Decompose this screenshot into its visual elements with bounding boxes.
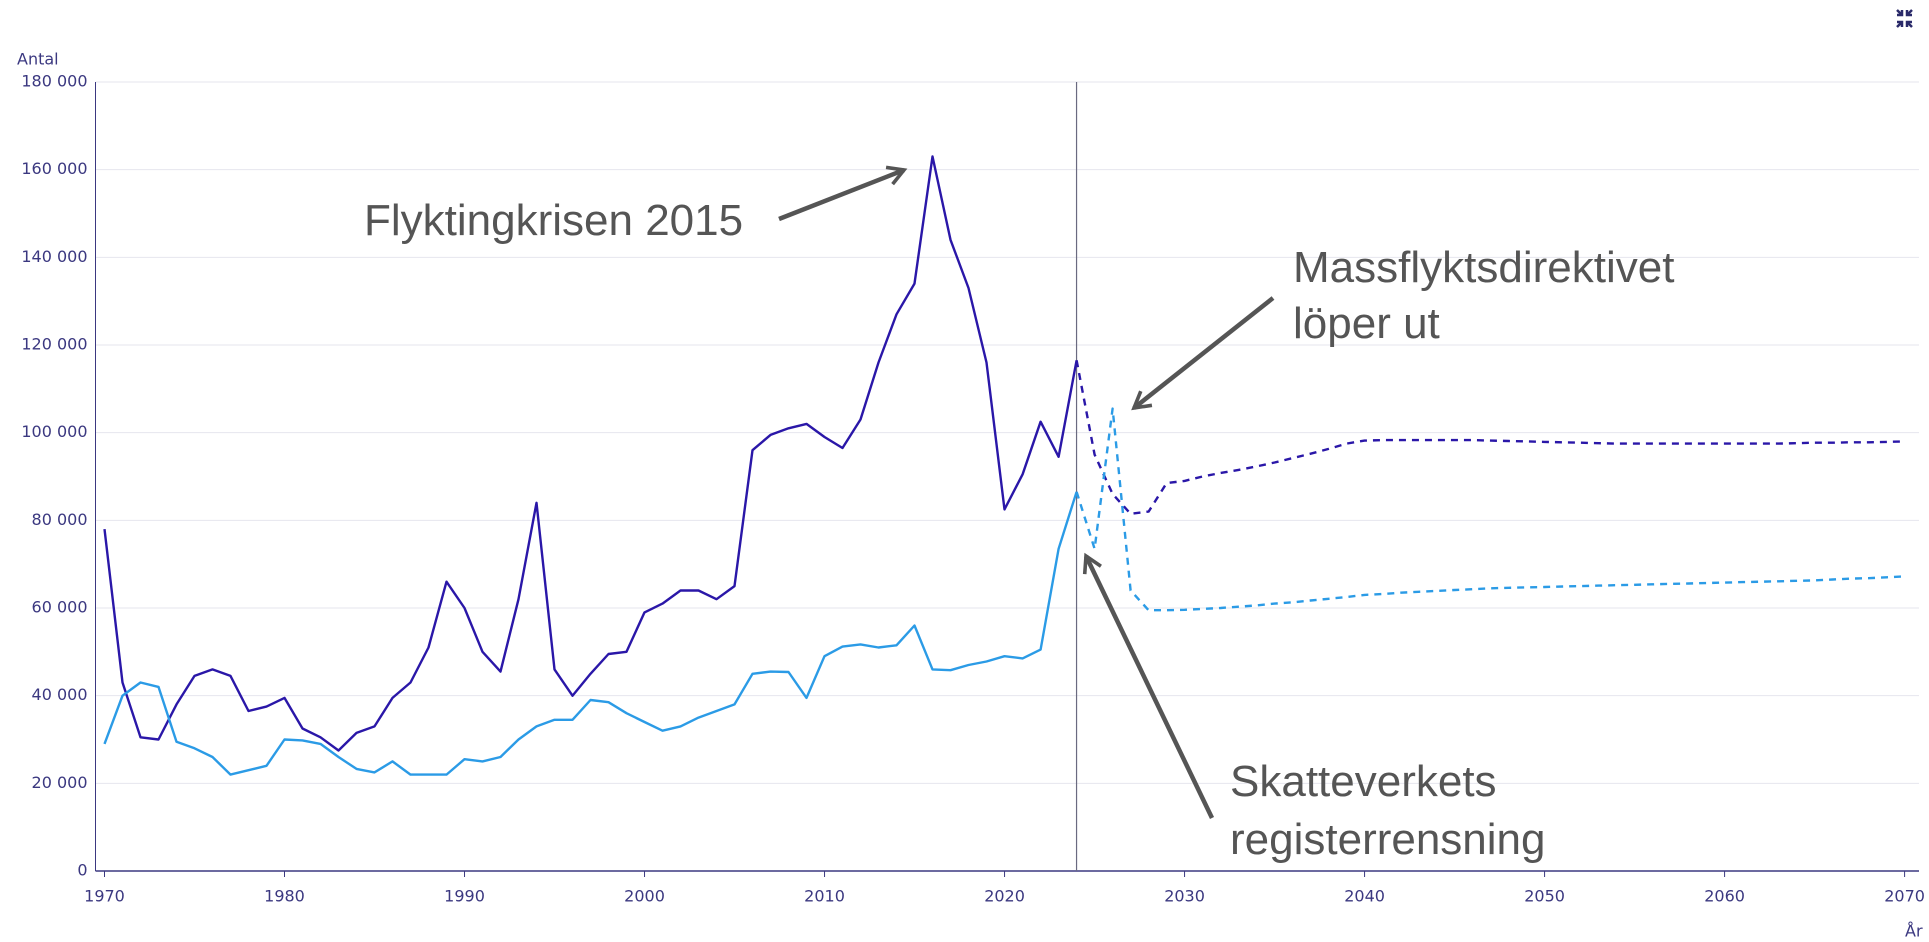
y-tick-label: 40 000	[32, 685, 88, 704]
series-line	[103, 491, 1078, 776]
y-tick-label: 80 000	[32, 510, 88, 529]
x-tick-label: 2070	[1884, 887, 1925, 906]
annotation: Massflyktsdirektivet	[1293, 243, 1674, 292]
annotation: löper ut	[1293, 299, 1440, 348]
annotation: Skatteverkets	[1230, 757, 1497, 806]
x-tick-label: 2060	[1704, 887, 1745, 906]
x-tick-label: 2020	[984, 887, 1025, 906]
arrow	[1082, 552, 1215, 819]
arrow	[778, 165, 908, 222]
x-tick-label: 2030	[1164, 887, 1205, 906]
y-tick-label: 160 000	[21, 159, 87, 178]
x-tick-label: 1970	[84, 887, 125, 906]
y-tick-label: 100 000	[21, 422, 87, 441]
y-tick-label: 20 000	[32, 773, 88, 792]
series-line	[103, 155, 1078, 752]
x-tick-label: 1990	[444, 887, 485, 906]
x-tick-label: 2050	[1524, 887, 1565, 906]
x-tick-label: 2000	[624, 887, 665, 906]
y-tick-label: 0	[77, 861, 87, 880]
y-tick-label: 60 000	[32, 598, 88, 617]
x-axis-label: År	[1905, 922, 1923, 941]
x-tick-label: 2040	[1344, 887, 1385, 906]
series-line	[1075, 407, 1905, 612]
collapse-icon[interactable]	[1896, 9, 1913, 28]
y-axis-label: Antal	[17, 50, 59, 69]
y-tick-label: 120 000	[21, 335, 87, 354]
y-tick-label: 140 000	[21, 247, 87, 266]
annotation: registerrensning	[1230, 815, 1546, 864]
series-line	[1075, 360, 1905, 515]
x-tick-label: 1980	[264, 887, 305, 906]
annotation: Flyktingkrisen 2015	[364, 196, 743, 245]
x-tick-label: 2010	[804, 887, 845, 906]
arrow	[1131, 296, 1275, 411]
y-tick-label: 180 000	[21, 72, 87, 91]
